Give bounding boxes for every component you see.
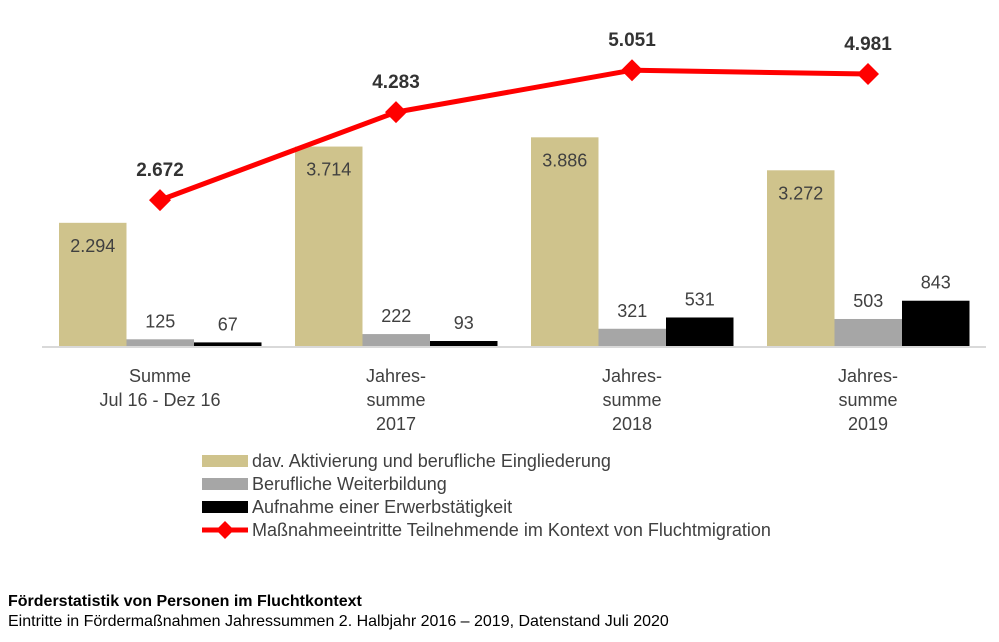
legend-label: Maßnahmeeintritte Teilnehmende im Kontex… — [252, 520, 771, 540]
bar-value-label: 222 — [381, 306, 411, 326]
bar-value-label: 125 — [145, 311, 175, 331]
legend-marker — [216, 521, 234, 539]
caption-title: Förderstatistik von Personen im Fluchtko… — [8, 593, 362, 610]
category-label: summe — [366, 390, 425, 410]
category-label: summe — [838, 390, 897, 410]
category-label: Jahres- — [602, 366, 662, 386]
bar-value-label: 531 — [685, 289, 715, 309]
bar-value-label: 2.294 — [70, 236, 115, 256]
legend-swatch — [202, 478, 248, 490]
bar-value-label: 843 — [921, 273, 951, 293]
line-value-label: 2.672 — [136, 160, 184, 181]
line-point-marker — [385, 101, 407, 124]
bar-value-label: 321 — [617, 301, 647, 321]
line-point-marker — [857, 63, 879, 86]
caption-subtitle: Eintritte in Fördermaßnahmen Jahressumme… — [8, 613, 669, 630]
line-point-marker — [149, 189, 171, 212]
bar-value-label: 503 — [853, 291, 883, 311]
chart: 2.294 3.714 3.886 3.272 125 222 321 503 67 93 531 8… — [42, 30, 986, 540]
line-series-path — [159, 67, 869, 203]
bar-s1-c1 — [362, 334, 430, 346]
caption: Förderstatistik von Personen im Fluchtko… — [8, 592, 669, 632]
bar-s1-c3 — [834, 318, 902, 346]
line-point-marker — [621, 59, 643, 82]
bar-s1-c2 — [598, 328, 666, 346]
legend-label: Berufliche Weiterbildung — [252, 474, 447, 494]
line-value-label: 4.283 — [372, 72, 420, 93]
bar-s0-c2 — [531, 137, 599, 346]
bar-s0-c3 — [767, 170, 835, 346]
category-label: Jahres- — [838, 366, 898, 386]
category-label: Jul 16 - Dez 16 — [99, 390, 220, 410]
legend-swatch — [202, 455, 248, 467]
category-label: 2017 — [376, 414, 416, 434]
bar-s2-c1 — [430, 341, 498, 346]
bar-s2-c0 — [194, 342, 262, 346]
category-label: Jahres- — [366, 366, 426, 386]
category-label: summe — [602, 390, 661, 410]
bar-s2-c3 — [902, 300, 970, 346]
bar-value-label: 67 — [218, 314, 238, 334]
bar-value-label: 3.714 — [306, 160, 351, 180]
category-label: 2019 — [848, 414, 888, 434]
legend-label: dav. Aktivierung und berufliche Einglied… — [252, 451, 611, 471]
bar-s0-c0 — [59, 222, 127, 346]
bar-s2-c2 — [666, 317, 734, 346]
bar-value-label: 3.272 — [778, 183, 823, 203]
bar-s1-c0 — [126, 339, 194, 346]
category-label: 2018 — [612, 414, 652, 434]
line-value-label: 4.981 — [844, 34, 892, 55]
legend-swatch — [202, 501, 248, 513]
bar-s0-c1 — [295, 146, 363, 346]
legend-label: Aufnahme einer Erwerbstätigkeit — [252, 497, 512, 517]
category-label: Summe — [129, 366, 191, 386]
bar-value-label: 93 — [454, 313, 474, 333]
line-value-label: 5.051 — [608, 30, 656, 51]
bar-value-label: 3.886 — [542, 150, 587, 170]
